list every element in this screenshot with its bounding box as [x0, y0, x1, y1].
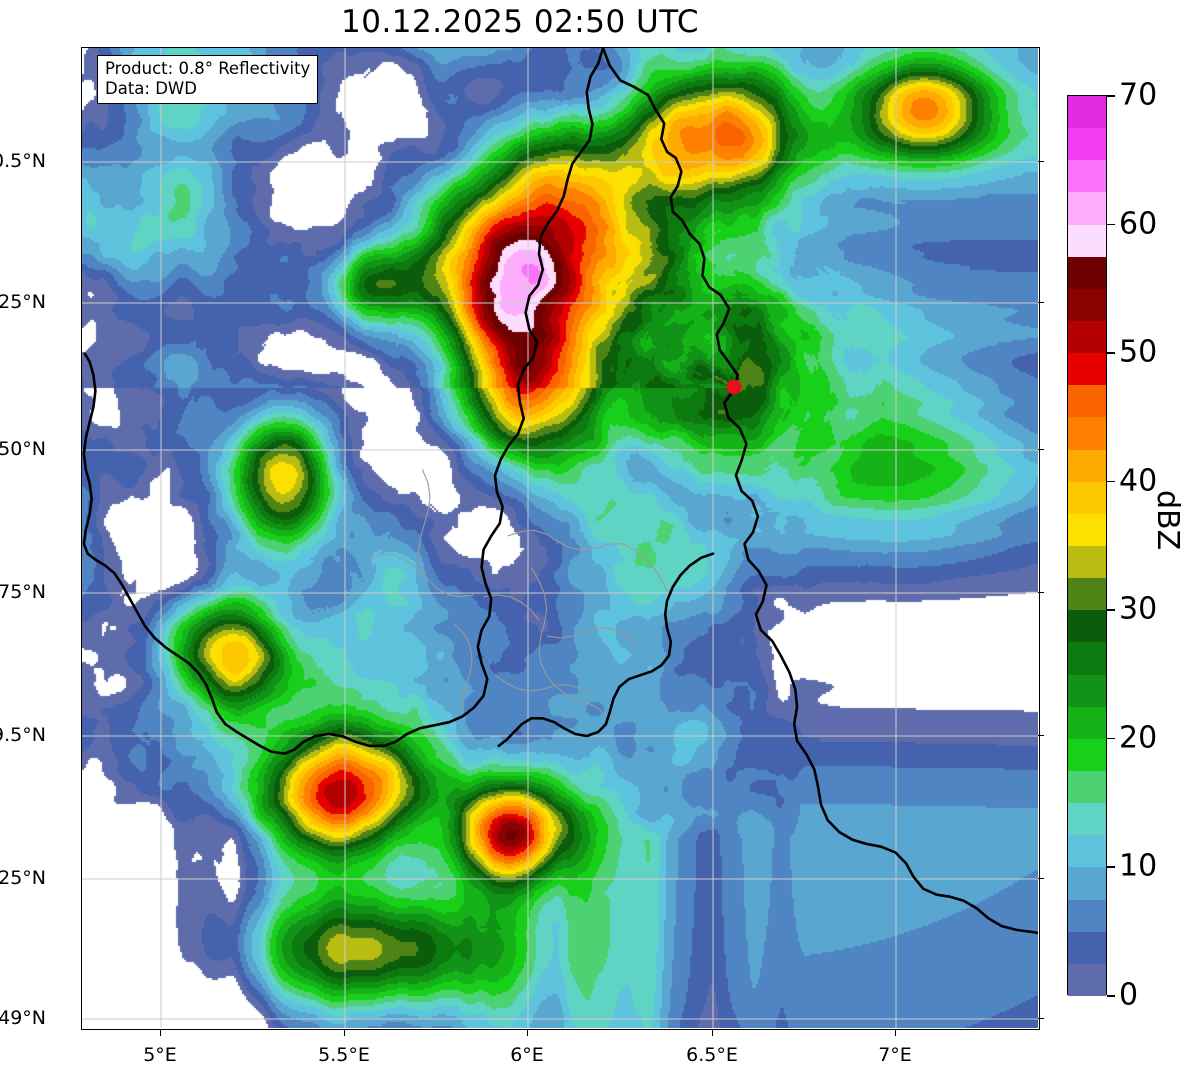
colorbar-band-20 [1068, 738, 1106, 771]
x-tick-mark-3 [712, 1030, 714, 1036]
colorbar-band-15 [1068, 578, 1106, 611]
y-tick-mark-1 [1038, 302, 1044, 304]
national-border-2 [82, 352, 227, 726]
colorbar-band-11 [1068, 449, 1106, 482]
colorbar-band-17 [1068, 642, 1106, 675]
y-tick-label-4: 49.5°N [0, 724, 46, 746]
colorbar-tick-mark-2 [1107, 352, 1115, 354]
colorbar-band-16 [1068, 610, 1106, 643]
colorbar-tick-mark-4 [1107, 609, 1115, 611]
colorbar-band-8 [1068, 353, 1106, 386]
regional-border-1 [530, 567, 609, 717]
colorbar-band-1 [1068, 128, 1106, 161]
colorbar-band-23 [1068, 835, 1106, 868]
y-tick-label-3: 49.75°N [0, 581, 46, 603]
colorbar-band-9 [1068, 385, 1106, 418]
national-border-lines [82, 48, 1038, 935]
national-border-1 [224, 48, 605, 755]
colorbar-tick-label-2: 50 [1119, 334, 1158, 370]
colorbar-band-13 [1068, 513, 1106, 546]
page-title: 10.12.2025 02:50 UTC [341, 4, 699, 40]
colorbar-band-0 [1068, 96, 1106, 129]
colorbar-band-4 [1068, 224, 1106, 257]
colorbar-band-22 [1068, 803, 1106, 836]
colorbar-band-7 [1068, 320, 1106, 354]
colorbar-tick-mark-3 [1107, 480, 1115, 483]
y-tick-label-0: 50.5°N [0, 150, 46, 172]
y-tick-mark-4 [1038, 735, 1044, 737]
x-tick-label-1: 5.5°E [318, 1044, 370, 1066]
colorbar-band-5 [1068, 256, 1106, 289]
colorbar-band-6 [1068, 288, 1106, 321]
x-tick-label-4: 7°E [878, 1044, 912, 1066]
colorbar-tick-label-4: 30 [1119, 591, 1158, 627]
colorbar-band-3 [1068, 192, 1106, 225]
y-tick-label-1: 50.25°N [0, 291, 46, 313]
colorbar-band-24 [1068, 867, 1106, 900]
graticule-grid [82, 48, 1038, 1028]
colorbar-tick-label-3: 40 [1119, 463, 1158, 499]
colorbar-band-10 [1068, 417, 1106, 450]
regional-border-0 [507, 529, 668, 592]
colorbar-tick-mark-1 [1107, 223, 1115, 226]
x-tick-label-0: 5°E [143, 1044, 177, 1066]
colorbar-tick-mark-0 [1107, 95, 1115, 97]
regional-border-4 [417, 469, 431, 578]
colorbar-tick-label-6: 10 [1119, 848, 1158, 884]
regional-border-lines [368, 469, 668, 717]
x-tick-mark-2 [527, 1030, 529, 1036]
colorbar-band-25 [1068, 899, 1106, 932]
colorbar-tick-label-1: 60 [1119, 206, 1158, 242]
map-overlay-vectors [82, 48, 1038, 1028]
colorbar-tick-label-7: 0 [1119, 977, 1139, 1013]
x-tick-label-3: 6.5°E [686, 1044, 738, 1066]
colorbar-band-12 [1068, 481, 1106, 514]
y-tick-mark-5 [1038, 878, 1044, 880]
regional-border-5 [546, 627, 639, 651]
y-tick-label-6: 49°N [0, 1007, 46, 1029]
colorbar-band-18 [1068, 674, 1106, 707]
product-info-box: Product: 0.8° Reflectivity Data: DWD [97, 55, 319, 105]
y-tick-label-5: 49.25°N [0, 867, 46, 889]
y-tick-label-2: 50°N [0, 438, 46, 460]
colorbar-band-2 [1068, 160, 1106, 193]
y-tick-mark-6 [1038, 1018, 1044, 1020]
colorbar-tick-label-5: 20 [1119, 720, 1158, 756]
colorbar-axis-label: dBZ [1150, 490, 1185, 551]
colorbar-band-21 [1068, 770, 1106, 804]
regional-border-6 [494, 674, 591, 698]
colorbar-tick-mark-5 [1107, 737, 1115, 740]
info-data-line: Data: DWD [105, 79, 197, 99]
colorbar-tick-label-0: 70 [1119, 77, 1158, 113]
x-tick-mark-4 [895, 1030, 897, 1036]
regional-border-3 [368, 553, 475, 598]
colorbar-band-27 [1068, 963, 1106, 996]
colorbar-tick-mark-6 [1107, 866, 1115, 869]
regional-border-7 [454, 623, 473, 711]
x-tick-label-2: 6°E [510, 1044, 544, 1066]
colorbar-band-14 [1068, 545, 1106, 579]
x-tick-mark-0 [160, 1030, 162, 1036]
colorbar-band-26 [1068, 931, 1106, 964]
colorbar[interactable] [1067, 95, 1107, 996]
radar-reflectivity-field [82, 48, 1038, 1028]
y-tick-mark-2 [1038, 449, 1044, 451]
regional-border-2 [483, 594, 540, 621]
national-border-3 [497, 552, 715, 748]
info-product-line: Product: 0.8° Reflectivity [105, 59, 311, 78]
y-tick-mark-3 [1038, 592, 1044, 594]
colorbar-tick-mark-7 [1107, 995, 1115, 997]
x-tick-mark-1 [344, 1030, 346, 1036]
national-border-0 [601, 48, 1038, 935]
colorbar-band-19 [1068, 706, 1106, 739]
y-tick-mark-0 [1038, 161, 1044, 163]
radar-map-plot[interactable]: Product: 0.8° Reflectivity Data: DWD [81, 47, 1040, 1030]
radar-site-marker[interactable] [726, 379, 742, 395]
